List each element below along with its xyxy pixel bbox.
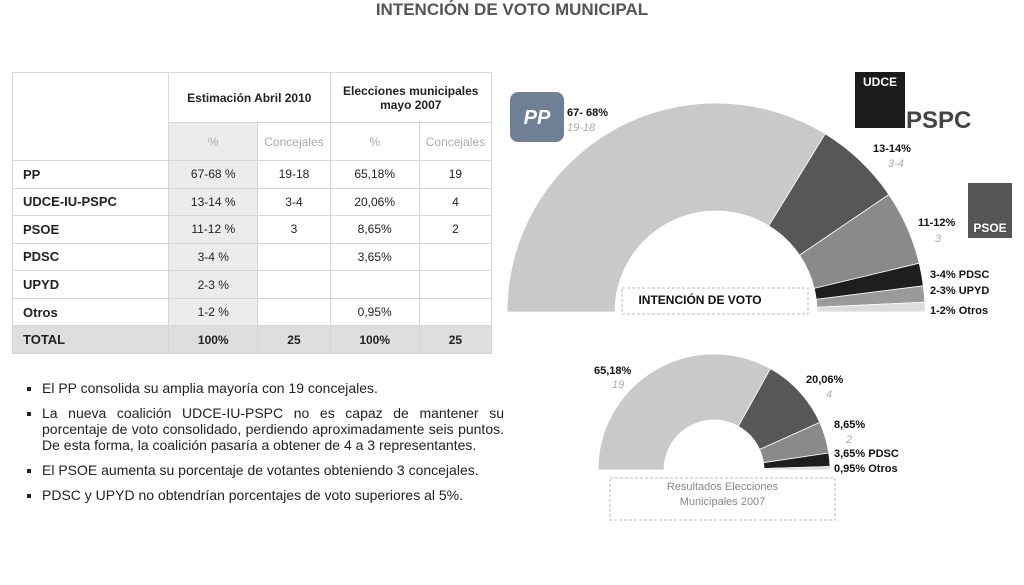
table-row: PDSC 3-4 % 3,65% [11,242,493,272]
subheader-cell: % [168,122,259,161]
bullet: El PSOE aumenta su porcentaje de votante… [42,462,504,478]
table-cell: 2-3 % [168,270,259,299]
value-label: 11-12% [918,217,956,229]
total-row: TOTAL 100% 25 100% 25 [11,325,493,354]
table-cell: 1-2 % [168,297,259,327]
pp-logo-text: PP [524,107,551,129]
table-cell [418,270,493,299]
seat-label: 19-18 [567,122,596,134]
seat-label: 19 [612,379,624,391]
center-label-box [621,287,809,315]
subheader-row: % Concejales% Concejales [13,122,493,161]
seat-label: 2 [845,434,852,446]
table-cell [257,242,331,272]
total-cell: 25 [257,325,331,354]
seat-label: 3-4 [888,158,904,170]
subheader-cell: % [329,122,420,161]
table-row: PSOE 11-12 % 3 8,65% 2 [11,215,493,244]
center-label: Resultados Elecciones Municipales 2007 [666,481,779,508]
table-row: Otros 1-2 % 0,95% [11,297,493,327]
page-title: INTENCIÓN DE VOTO MUNICIPAL [375,0,649,19]
bullet: La nueva coalición UDCE-IU-PSPC no es ca… [42,405,504,453]
center-label-box [609,477,836,521]
seat-label: 3 [935,233,942,245]
seat-label: 4 [826,389,832,401]
table-cell: PDSC [11,242,170,272]
bullet-list: El PP consolida su amplia mayoría con 19… [28,380,504,512]
udce-logo-text: UDCE [863,75,897,89]
table-cell: 11-12 % [168,215,259,244]
table-cell: 65,18% [329,160,420,189]
center-label-wrap: Resultados Elecciones Municipales 2007 [666,481,779,508]
table-row: PP 67-68 % 19-18 65,18% 19 [11,160,493,189]
center-label: INTENCIÓN DE VOTO [638,292,761,307]
psoe-logo-text: PSOE [973,221,1006,235]
table-cell: 2 [418,215,493,244]
table-cell: UPYD [11,270,170,299]
donut-segment [506,102,826,313]
table-cell: 19-18 [257,160,331,189]
udce-logo [855,72,905,128]
value-label: 67- 68% [567,107,608,119]
table-cell: 13-14 % [168,187,259,217]
header-cell: Estimación Abril 2010 [168,72,331,123]
total-cell: 25 [418,325,493,354]
header-cell: Elecciones municipales mayo 2007 [329,72,493,123]
table-cell: UDCE-IU-PSPC [11,187,170,217]
value-label: 3,65% PDSC [834,448,899,460]
total-cell: 100% [168,325,259,354]
vote-table: Estimación Abril 2010 Elecciones municipa… [11,72,493,354]
table-cell: 8,65% [329,215,420,244]
donut-segment [763,466,831,471]
table-cell: 67-68 % [168,160,259,189]
value-label: 1-2% Otros [930,305,988,317]
table-cell: 20,06% [329,187,420,217]
donut-segment [597,353,771,471]
value-label: 13-14% [873,143,911,155]
value-label: 20,06% [806,374,844,386]
table-cell: 4 [418,187,493,217]
value-label: 0,95% Otros [834,463,898,475]
value-label: 8,65% [834,419,865,431]
value-label: 3-4% PDSC [930,269,989,281]
value-label: 2-3% UPYD [930,285,989,297]
table-cell: 19 [418,160,493,189]
table-row: UDCE-IU-PSPC 13-14 % 3-4 20,06% 4 [11,187,493,217]
total-cell: 100% [329,325,420,354]
subheader-cell: Concejales [418,122,493,161]
pspc-logo-text: PSPC [906,107,971,134]
psoe-logo [968,183,1012,238]
total-cell: TOTAL [11,325,170,354]
table-cell: 3-4 [257,187,331,217]
bullet: El PP consolida su amplia mayoría con 19… [42,380,504,396]
table-cell: Otros [11,297,170,327]
table-cell: 3 [257,215,331,244]
subheader-cell: Concejales [257,122,331,161]
value-label: 65,18% [594,365,632,377]
bullet: PDSC y UPYD no obtendrían porcentajes de… [42,487,504,503]
table-cell [329,270,420,299]
pp-logo [510,92,564,142]
table-cell: 3-4 % [168,242,259,272]
header-row: Estimación Abril 2010 Elecciones municipa… [11,72,493,161]
donut-segment [816,301,926,313]
